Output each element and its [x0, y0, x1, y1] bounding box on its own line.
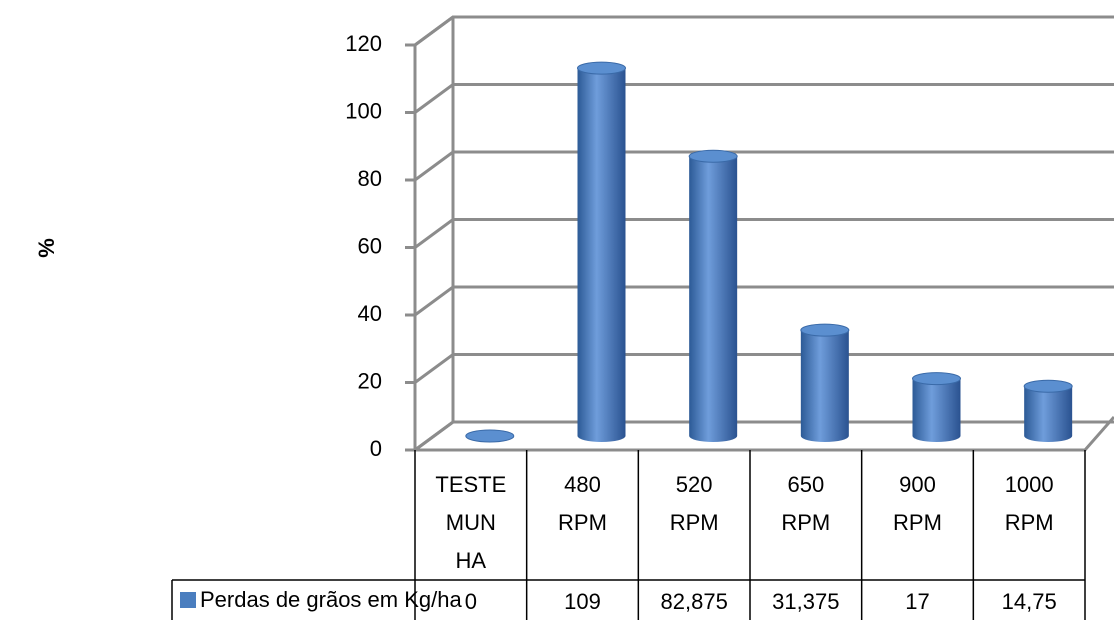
bar: [912, 378, 961, 443]
y-tick-label: 120: [345, 31, 382, 56]
grid-line: [414, 353, 1114, 384]
bar-top: [912, 372, 961, 386]
data-table-value: 0: [465, 589, 477, 614]
y-tick-label: 0: [370, 436, 382, 461]
bar-top: [800, 323, 850, 337]
x-tick-label: 650 RPM: [781, 472, 830, 535]
grid-line: [414, 15, 1114, 47]
back-wall: [413, 15, 1114, 450]
data-table-value: 109: [564, 589, 601, 614]
data-table-value: 14,75: [1002, 589, 1057, 614]
data-table-value: 82,875: [661, 589, 728, 614]
data-table-value: 17: [905, 589, 929, 614]
grid-line: [414, 150, 1114, 182]
x-tick-label: 900 RPM: [893, 472, 942, 535]
grid-line: [414, 218, 1114, 249]
bar: [577, 68, 626, 443]
legend-label: Perdas de grãos em Kg/ha: [200, 587, 462, 612]
legend-swatch: [180, 592, 196, 608]
y-axis-label: %: [34, 238, 59, 258]
bar-top: [688, 149, 738, 163]
y-tick-label: 60: [358, 233, 382, 258]
x-tick-label: 520 RPM: [670, 472, 719, 535]
bar: [800, 330, 849, 443]
grid-line: [414, 285, 1114, 317]
x-tick-label: 1000 RPM: [1005, 472, 1054, 535]
y-tick-label: 20: [358, 368, 382, 393]
bar-top: [577, 61, 626, 75]
y-tick-label: 40: [358, 301, 382, 326]
y-tick-label: 80: [358, 166, 382, 191]
bar: [1024, 386, 1073, 443]
x-tick-label: TESTE MUN HA: [435, 472, 506, 573]
y-tick-label: 100: [345, 98, 382, 123]
grid-line: [414, 420, 1114, 452]
bar-top: [465, 429, 515, 443]
bar: [689, 156, 738, 443]
bar-top: [1023, 379, 1073, 393]
x-tick-label: 480 RPM: [558, 472, 607, 535]
data-table-value: 31,375: [772, 589, 839, 614]
grid-line: [414, 83, 1114, 114]
